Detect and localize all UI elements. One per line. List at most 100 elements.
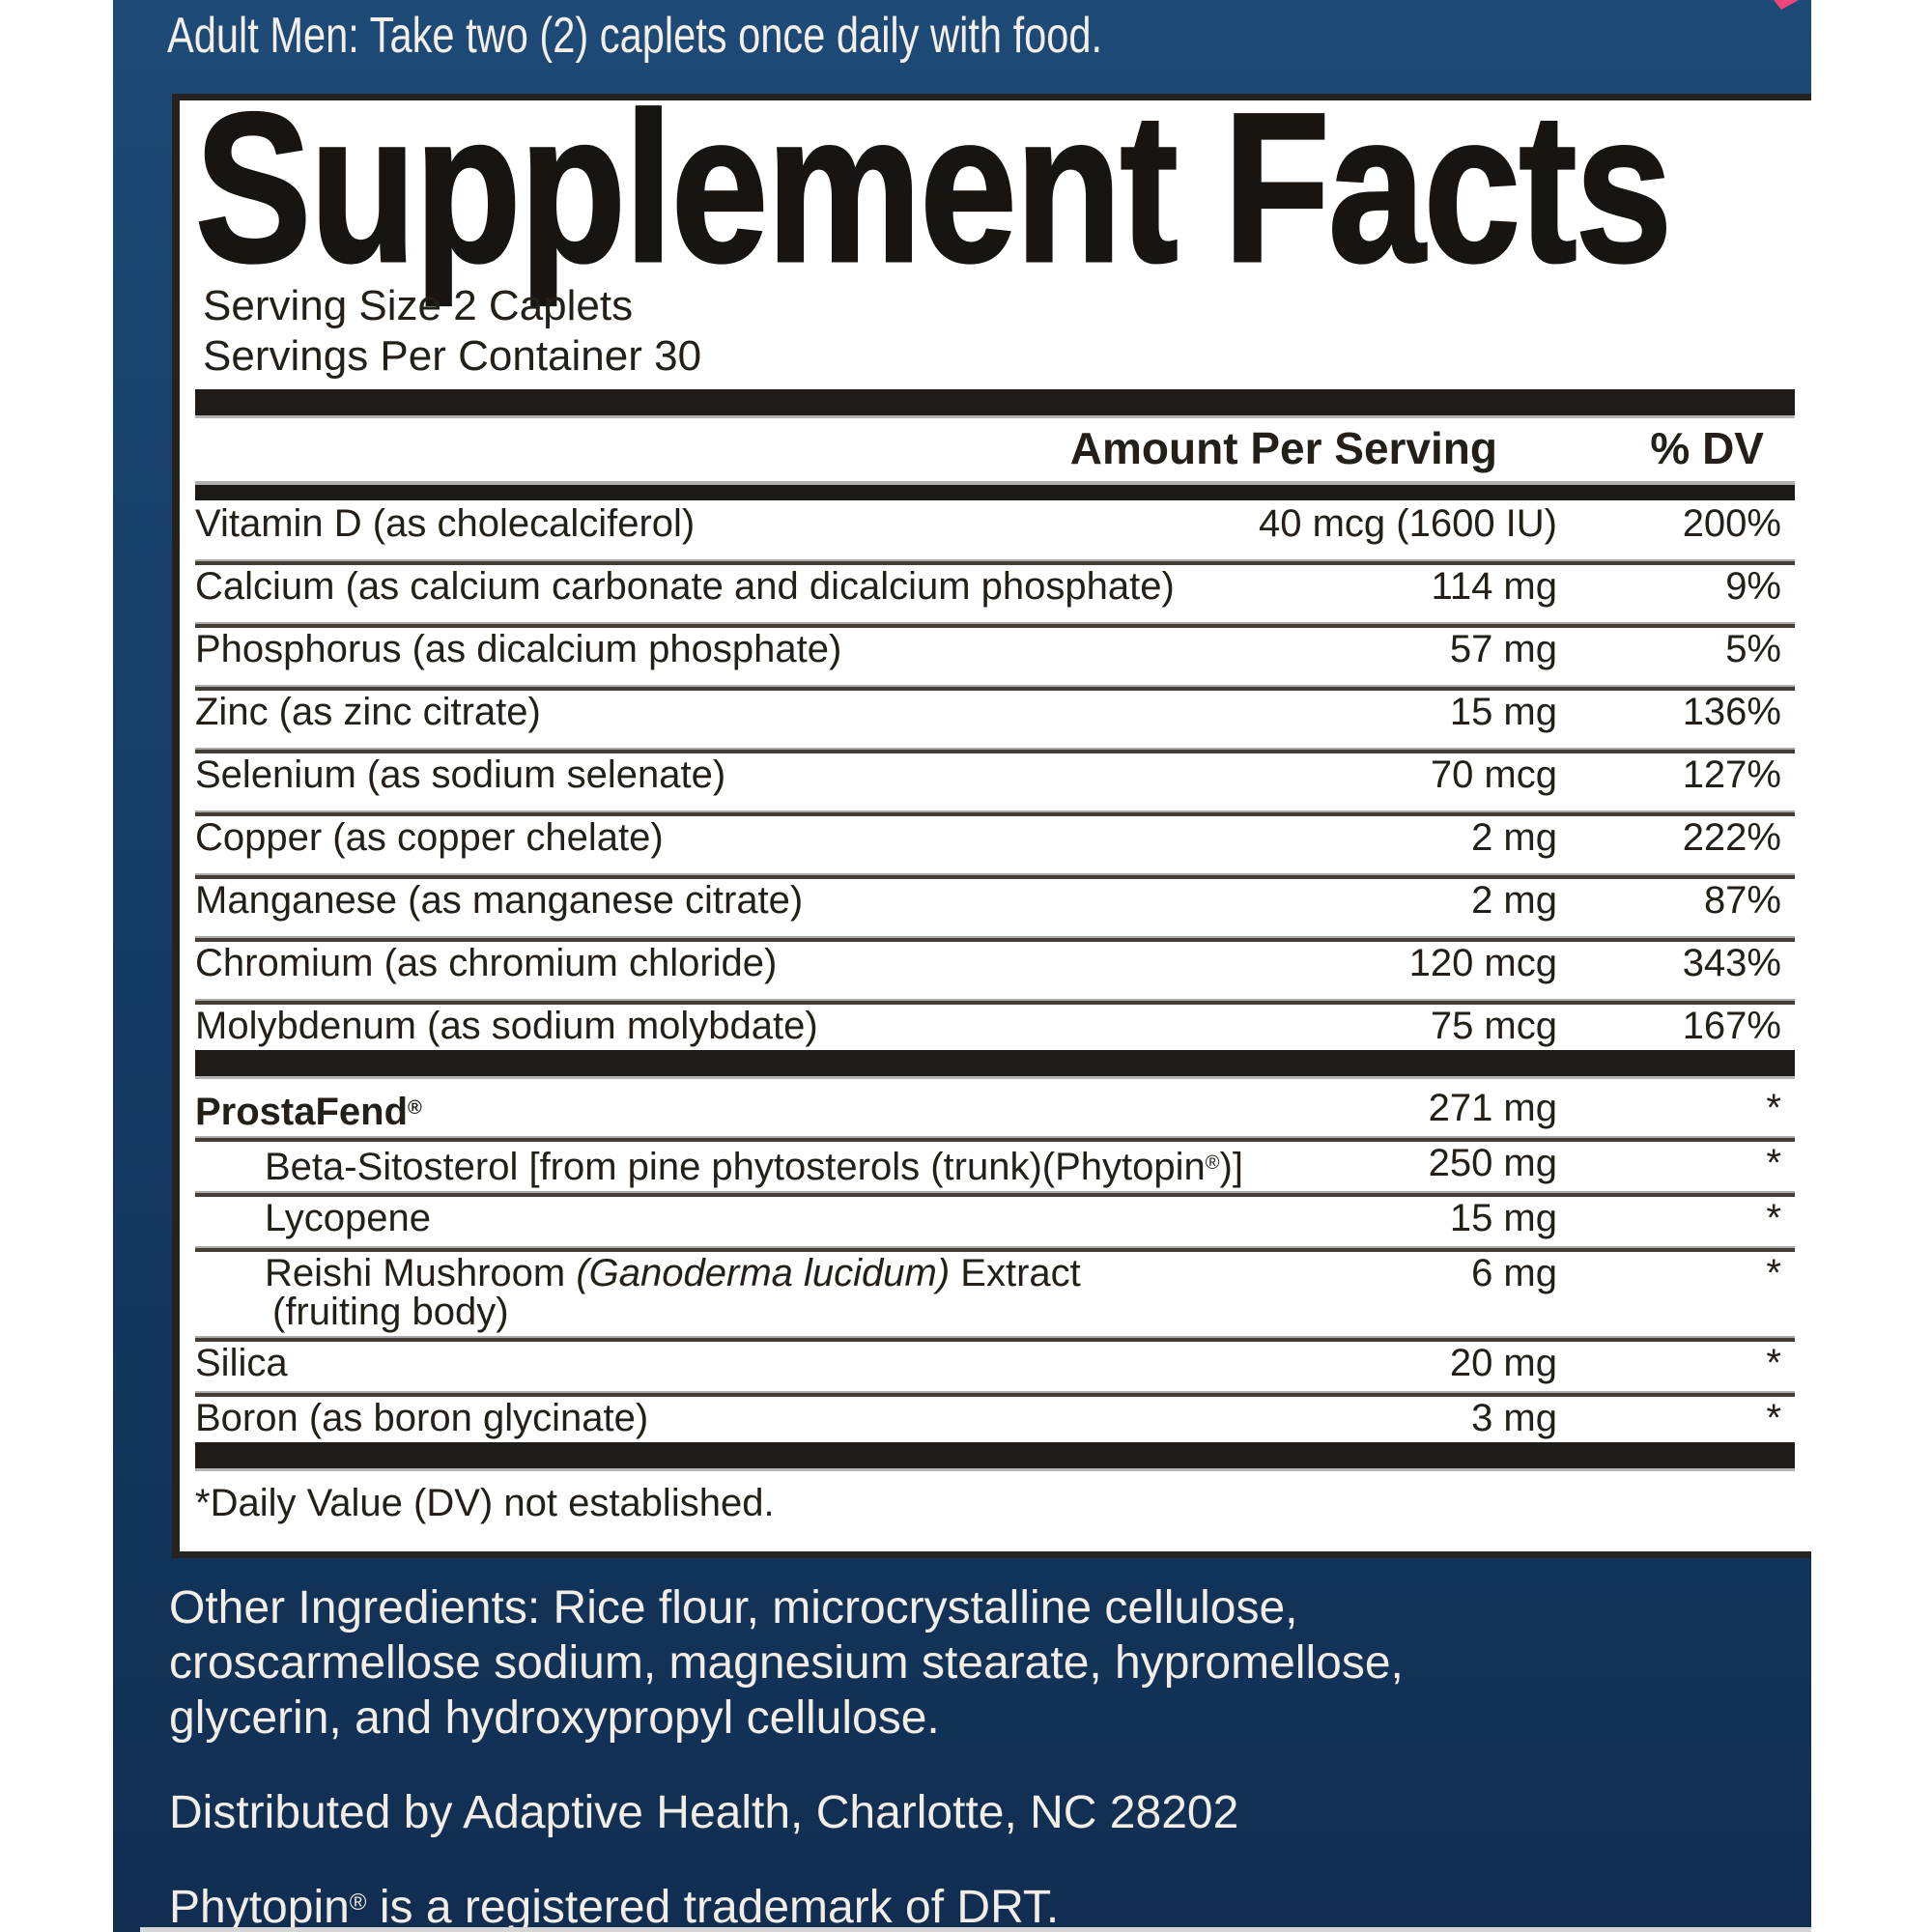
ingredient-dv: * xyxy=(1766,1087,1781,1129)
ingredient-name: Lycopene xyxy=(265,1199,431,1237)
ingredient-row: Phosphorus (as dicalcium phosphate) 57 mg… xyxy=(195,628,1795,685)
row-separator xyxy=(195,936,1795,942)
section-bar-bottom xyxy=(195,1442,1795,1471)
ingredient-amount: 250 mg xyxy=(1428,1142,1557,1184)
ingredient-dv: * xyxy=(1766,1397,1781,1439)
row-separator xyxy=(195,1391,1795,1397)
ingredient-row: Zinc (as zinc citrate) 15 mg 136% xyxy=(195,691,1795,748)
ingredient-row: Calcium (as calcium carbonate and dicalc… xyxy=(195,565,1795,622)
supplement-facts-inner: Supplement Facts Serving Size 2 Caplets … xyxy=(180,80,1811,1551)
ingredient-row: Beta-Sitosterol [from pine phytosterols … xyxy=(195,1142,1795,1191)
ingredient-name: Chromium (as chromium chloride) xyxy=(195,942,778,984)
dosage-directions: Adult Men: Take two (2) caplets once dai… xyxy=(167,8,1103,64)
ingredient-name: ProstaFend® xyxy=(195,1089,422,1131)
ingredient-name-text: Silica xyxy=(195,1342,288,1384)
trademark-note: Phytopin® is a registered trademark of D… xyxy=(169,1875,1059,1932)
ingredient-dv: 343% xyxy=(1682,942,1781,984)
ingredient-amount: 15 mg xyxy=(1449,691,1557,733)
ingredient-dv: 222% xyxy=(1682,816,1781,859)
other-ingredients: Other Ingredients: Rice flour, microcrys… xyxy=(169,1580,1404,1746)
ingredient-name: Copper (as copper chelate) xyxy=(195,816,664,859)
ingredients-table: Vitamin D (as cholecalciferol) 40 mcg (16… xyxy=(195,502,1795,1471)
ingredient-name: Phosphorus (as dicalcium phosphate) xyxy=(195,628,842,670)
ingredient-dv: 136% xyxy=(1682,691,1781,733)
header-rule xyxy=(195,481,1795,500)
other-ingredients-line-2: croscarmellose sodium, magnesium stearat… xyxy=(169,1637,1404,1689)
row-separator xyxy=(195,559,1795,565)
ingredient-name-text: (Ganoderma lucidum) xyxy=(576,1252,951,1294)
ingredient-row: Vitamin D (as cholecalciferol) 40 mcg (16… xyxy=(195,502,1795,559)
amount-column-header: Amount Per Serving xyxy=(1069,423,1497,473)
section-gap xyxy=(195,1079,1795,1087)
ingredient-row: Boron (as boron glycinate) 3 mg * xyxy=(195,1397,1795,1442)
servings-per-container: Servings Per Container 30 xyxy=(203,332,702,380)
section-bar-middle xyxy=(195,1050,1795,1079)
ingredient-name-text: Extract xyxy=(950,1252,1081,1294)
trademark-rest: is a registered trademark of DRT. xyxy=(366,1882,1060,1932)
ingredient-name: Manganese (as manganese citrate) xyxy=(195,879,804,922)
ingredient-dv: * xyxy=(1766,1252,1781,1294)
ingredient-row: Silica 20 mg * xyxy=(195,1342,1795,1391)
ingredient-name-text: Reishi Mushroom xyxy=(265,1252,577,1294)
ingredient-amount: 120 mcg xyxy=(1408,942,1557,984)
ingredient-amount: 6 mg xyxy=(1471,1252,1557,1294)
ingredient-name-text: Beta-Sitosterol [from pine phytosterols … xyxy=(265,1146,1206,1188)
bottom-edge-strip xyxy=(140,1927,1811,1932)
registered-mark-icon: ® xyxy=(1205,1152,1220,1174)
ingredient-row: Manganese (as manganese citrate) 2 mg 87% xyxy=(195,879,1795,936)
ingredient-row: ProstaFend® 271 mg * xyxy=(195,1087,1795,1136)
ingredient-amount: 40 mcg (1600 IU) xyxy=(1258,502,1557,545)
ingredient-amount: 15 mg xyxy=(1449,1197,1557,1239)
ingredient-name: Molybdenum (as sodium molybdate) xyxy=(195,1005,818,1047)
pink-corner-graphic xyxy=(1774,0,1799,10)
ingredient-amount: 114 mg xyxy=(1431,565,1557,608)
ingredient-row: Reishi Mushroom (Ganoderma lucidum) Extr… xyxy=(195,1252,1795,1336)
serving-size: Serving Size 2 Caplets xyxy=(203,282,634,329)
ingredient-row: Molybdenum (as sodium molybdate) 75 mcg 16… xyxy=(195,1005,1795,1050)
ingredient-name: Silica xyxy=(195,1344,288,1382)
ingredient-dv: 5% xyxy=(1725,628,1781,670)
other-ingredients-line-1: Other Ingredients: Rice flour, microcrys… xyxy=(169,1582,1298,1634)
ingredient-name: Selenium (as sodium selenate) xyxy=(195,753,726,796)
row-separator xyxy=(195,1191,1795,1197)
section-bar-top xyxy=(195,389,1795,418)
dv-column-header: % DV xyxy=(1650,423,1764,473)
ingredient-row: Chromium (as chromium chloride) 120 mcg 34… xyxy=(195,942,1795,999)
ingredient-dv: * xyxy=(1766,1142,1781,1184)
row-separator xyxy=(195,810,1795,816)
ingredient-amount: 3 mg xyxy=(1471,1397,1557,1439)
ingredient-name-text: Boron (as boron glycinate) xyxy=(195,1397,649,1439)
ingredient-name-text: )] xyxy=(1219,1146,1243,1188)
ingredient-name-line2: (fruiting body) xyxy=(272,1291,509,1333)
row-separator xyxy=(195,999,1795,1005)
ingredient-amount: 20 mg xyxy=(1449,1342,1557,1384)
supplement-facts-panel: Supplement Facts Serving Size 2 Caplets … xyxy=(172,80,1811,1558)
distributed-by: Distributed by Adaptive Health, Charlott… xyxy=(169,1787,1239,1838)
registered-mark-icon: ® xyxy=(408,1097,422,1119)
dv-footnote: *Daily Value (DV) not established. xyxy=(195,1482,775,1524)
row-separator xyxy=(195,622,1795,628)
ingredient-name: Beta-Sitosterol [from pine phytosterols … xyxy=(265,1144,1243,1186)
ingredient-amount: 70 mcg xyxy=(1430,753,1557,796)
ingredient-amount: 57 mg xyxy=(1449,628,1557,670)
trademark-brand: Phytopin xyxy=(169,1882,350,1932)
ingredient-name: Calcium (as calcium carbonate and dicalc… xyxy=(195,565,1175,608)
ingredient-row: Lycopene 15 mg * xyxy=(195,1197,1795,1246)
ingredient-dv: 127% xyxy=(1682,753,1781,796)
row-separator xyxy=(195,1336,1795,1342)
ingredient-amount: 2 mg xyxy=(1471,816,1557,859)
ingredient-dv: 87% xyxy=(1703,879,1781,922)
table-header: Amount Per Serving % DV xyxy=(195,423,1795,477)
ingredient-name-text: Lycopene xyxy=(265,1197,431,1239)
ingredient-amount: 2 mg xyxy=(1471,879,1557,922)
ingredient-name: Boron (as boron glycinate) xyxy=(195,1399,648,1437)
ingredient-dv: 200% xyxy=(1682,502,1781,545)
ingredient-dv: 9% xyxy=(1725,565,1781,608)
other-ingredients-line-3: glycerin, and hydroxypropyl cellulose. xyxy=(169,1692,940,1744)
ingredient-name: Vitamin D (as cholecalciferol) xyxy=(195,502,696,545)
ingredient-dv: 167% xyxy=(1682,1005,1781,1047)
ingredient-name: Zinc (as zinc citrate) xyxy=(195,691,541,733)
row-separator xyxy=(195,748,1795,753)
ingredient-amount: 75 mcg xyxy=(1430,1005,1557,1047)
